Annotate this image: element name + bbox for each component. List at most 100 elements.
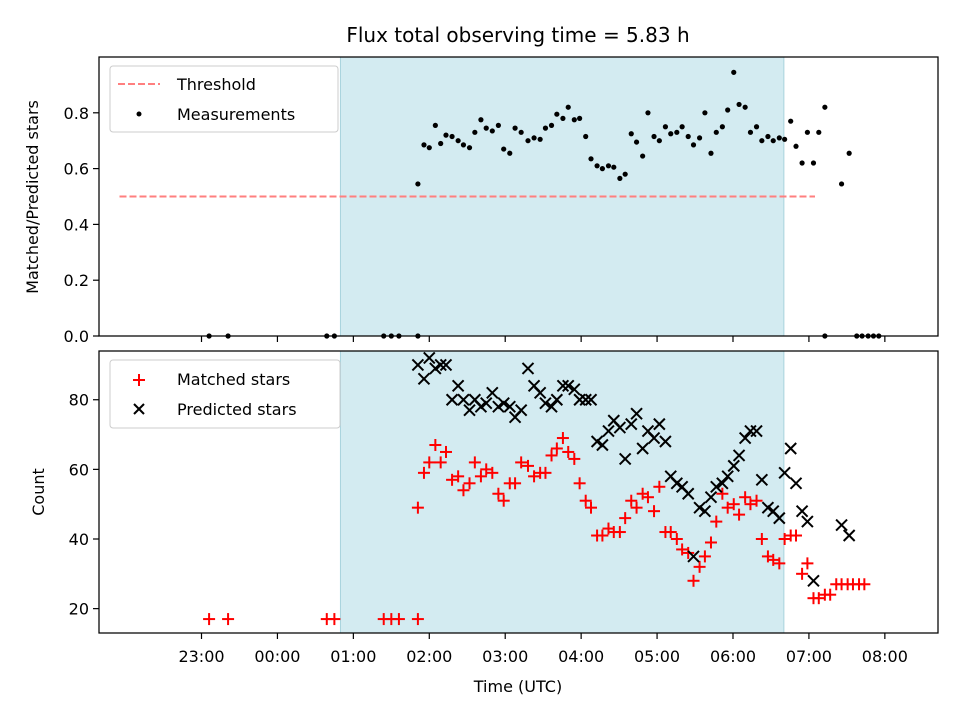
predicted-star-point	[659, 435, 672, 448]
x-tick-label: 02:00	[406, 647, 452, 666]
measurement-point	[725, 107, 731, 113]
matched-star-point	[509, 477, 522, 490]
x-tick-label: 04:00	[558, 647, 604, 666]
measurement-point	[466, 145, 473, 151]
predicted-star-point	[789, 477, 803, 490]
predicted-stars-points	[411, 351, 856, 587]
x-tick-label: 08:00	[862, 647, 908, 666]
matched-star-point	[744, 498, 757, 511]
predicted-legend-icon	[133, 403, 145, 415]
bottom-axes-frame	[98, 350, 939, 634]
predicted-star-point	[773, 511, 786, 525]
measurement-point	[810, 160, 817, 166]
measurement-point	[668, 131, 674, 137]
measurement-point	[674, 129, 680, 135]
matched-star-point	[773, 557, 786, 570]
predicted-star-point	[445, 393, 459, 406]
x-tick-label: 23:00	[178, 647, 224, 666]
observing-span-bottom	[339, 350, 785, 634]
matched-star-point	[463, 477, 476, 490]
matched-star-point	[653, 480, 666, 493]
measurement-point	[588, 156, 594, 162]
predicted-star-point	[755, 473, 769, 487]
measurement-point	[731, 69, 737, 75]
measurement-point	[662, 124, 669, 130]
bottom-y-axis-label: Count	[29, 468, 48, 516]
matched-star-point	[739, 491, 752, 504]
measurement-point	[765, 133, 771, 140]
matched-star-point	[796, 567, 809, 580]
predicted-star-point	[434, 358, 447, 372]
y-tick-label: 20	[69, 600, 89, 619]
measurement-point	[685, 133, 691, 140]
measurement-point	[793, 143, 799, 149]
matched-star-point	[778, 533, 791, 545]
predicted-star-point	[439, 358, 453, 372]
measurement-legend-label: Measurements	[177, 105, 295, 124]
measurement-point	[495, 122, 501, 128]
measurement-point	[713, 129, 719, 135]
predicted-star-point	[451, 379, 465, 393]
measurement-point	[736, 101, 742, 108]
top-y-ticks: 0.0 0.2 0.4 0.6 0.8	[64, 104, 99, 346]
measurement-point	[633, 139, 640, 145]
matched-star-point	[222, 613, 235, 626]
predicted-star-point	[596, 438, 609, 452]
measurement-point	[531, 135, 537, 141]
predicted-star-point	[687, 550, 700, 563]
matched-star-point	[521, 459, 534, 472]
measurement-point	[645, 110, 651, 116]
measurement-point	[838, 181, 845, 187]
predicted-star-point	[750, 424, 763, 438]
y-tick-label: 0.8	[64, 104, 89, 123]
measurement-point	[770, 138, 776, 144]
measurement-point	[605, 163, 612, 169]
matched-star-point	[446, 473, 459, 486]
matched-star-point	[579, 494, 592, 507]
measurement-point	[617, 175, 623, 181]
measurement-point	[753, 124, 760, 130]
top-panel: 0.00.20.40.60.8 Matched/Predicted stars …	[23, 56, 939, 346]
measurement-point	[577, 115, 583, 121]
matched-star-point	[693, 560, 706, 573]
measurement-point	[822, 104, 828, 110]
predicted-star-point	[590, 435, 604, 448]
matched-star-point	[613, 526, 626, 539]
matched-star-point	[556, 432, 569, 445]
matched-star-point	[568, 452, 581, 465]
measurement-point	[489, 128, 495, 134]
measurement-point	[799, 160, 805, 166]
predicted-star-point	[807, 574, 820, 587]
matched-star-point	[585, 501, 598, 514]
predicted-star-point	[545, 400, 558, 413]
measurement-point	[742, 104, 748, 110]
y-tick-label: 0.2	[64, 271, 89, 290]
measurement-point	[628, 131, 634, 137]
predicted-legend-label: Predicted stars	[177, 400, 297, 419]
measurement-point	[816, 129, 822, 135]
measurement-point	[443, 132, 449, 138]
matched-star-point	[452, 470, 465, 483]
matched-star-point	[203, 613, 216, 626]
measurement-point	[759, 138, 765, 144]
measurement-point	[415, 181, 421, 187]
predicted-star-point	[497, 397, 510, 410]
measurement-point	[719, 124, 725, 130]
matched-star-point	[573, 477, 586, 490]
y-tick-label: 40	[69, 530, 89, 549]
matched-star-point	[687, 574, 700, 587]
matched-star-point	[716, 487, 729, 500]
predicted-star-point	[486, 386, 499, 399]
predicted-star-point	[801, 515, 814, 528]
predicted-star-point	[474, 400, 488, 413]
predicted-star-point	[842, 529, 856, 542]
predicted-star-point	[784, 442, 797, 455]
predicted-star-point	[653, 417, 666, 431]
measurement-point	[483, 125, 489, 131]
measurement-point	[518, 129, 524, 135]
measurement-point	[455, 138, 461, 144]
measurement-point	[565, 104, 571, 110]
matched-star-point	[824, 588, 837, 601]
matched-star-point	[550, 442, 563, 455]
matched-star-point	[670, 533, 683, 545]
